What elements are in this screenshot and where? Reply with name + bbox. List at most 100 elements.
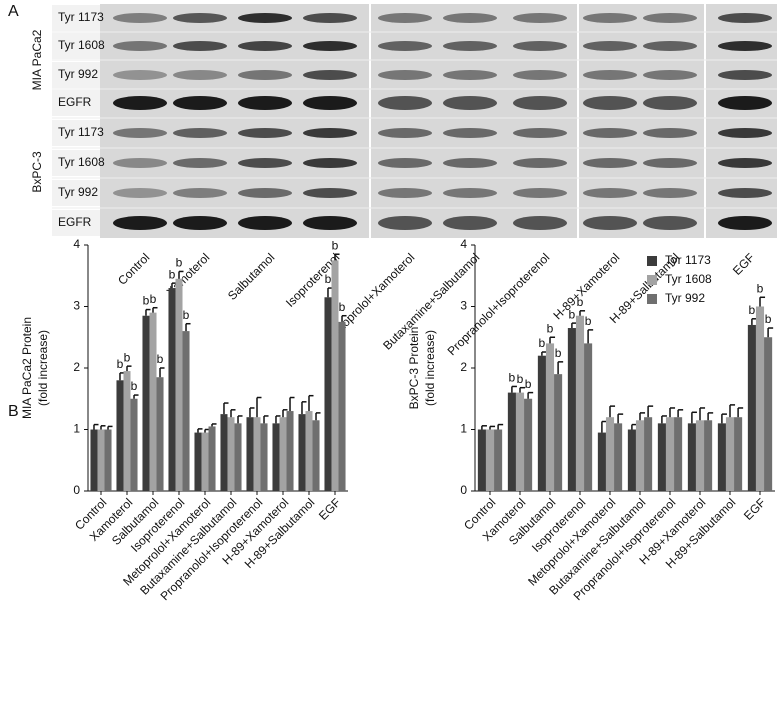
blot-band	[443, 96, 497, 110]
row-label: Tyr 992	[58, 185, 98, 199]
blot-band	[443, 216, 497, 230]
bar	[227, 417, 235, 491]
bar	[674, 417, 683, 491]
blot-band	[238, 128, 292, 138]
bar	[168, 288, 176, 491]
bar	[246, 417, 254, 491]
bar	[286, 411, 294, 491]
y-tick-label: 0	[460, 483, 467, 497]
blot-band	[378, 41, 432, 51]
significance-label: b	[157, 352, 164, 366]
blot-band	[718, 70, 772, 80]
bar	[253, 417, 261, 491]
significance-label: b	[183, 308, 190, 322]
blot-band	[173, 128, 227, 138]
blot-band	[718, 41, 772, 51]
bar	[208, 426, 216, 491]
bar	[755, 306, 765, 491]
bar	[116, 380, 124, 491]
blot-band	[443, 128, 497, 138]
bar	[194, 432, 202, 491]
significance-label: b	[569, 307, 576, 321]
row-label-box	[52, 90, 100, 116]
blot-band	[718, 158, 772, 168]
row-label: EGFR	[58, 95, 92, 109]
blot-band	[643, 188, 697, 198]
cell-line-label: BxPC-3	[30, 151, 44, 193]
bar	[725, 417, 735, 491]
row-label-box	[52, 62, 100, 88]
bar	[477, 429, 486, 491]
blot-band	[238, 41, 292, 51]
bar	[201, 432, 209, 491]
bar	[747, 324, 756, 491]
bar	[597, 432, 606, 491]
blot-band	[378, 188, 432, 198]
bar	[717, 423, 726, 491]
bar	[338, 321, 346, 491]
y-tick-label: 0	[73, 483, 80, 497]
bar	[312, 420, 320, 491]
bar	[123, 371, 131, 491]
bar	[175, 278, 183, 491]
blot-band	[513, 188, 567, 198]
legend-swatch	[647, 294, 657, 304]
blot-band	[643, 96, 697, 110]
y-tick-label: 2	[73, 360, 80, 374]
blot-band	[303, 41, 357, 51]
bar	[554, 374, 563, 491]
bar	[567, 328, 576, 491]
blot-band	[173, 96, 227, 110]
blot-background	[100, 4, 777, 238]
blot-band	[718, 128, 772, 138]
significance-label: b	[749, 303, 756, 317]
row-label: EGFR	[58, 215, 92, 229]
significance-label: b	[585, 314, 592, 328]
significance-label: b	[143, 294, 150, 308]
blot-band	[113, 128, 167, 138]
blot-band	[513, 96, 567, 110]
blot-band	[718, 13, 772, 23]
blot-band	[513, 41, 567, 51]
bar	[695, 420, 705, 491]
blot-band	[513, 70, 567, 80]
blot-band	[443, 158, 497, 168]
bar	[635, 420, 645, 491]
blot-band	[113, 13, 167, 23]
blot-band	[443, 188, 497, 198]
bar	[90, 429, 98, 491]
row-label: Tyr 992	[58, 67, 98, 81]
blot-band	[513, 13, 567, 23]
blot-band	[303, 70, 357, 80]
blot-band	[583, 216, 637, 230]
blot-band	[378, 158, 432, 168]
bar	[704, 420, 713, 491]
bar	[614, 423, 623, 491]
bar	[575, 315, 585, 491]
row-label: Tyr 1608	[58, 38, 105, 52]
blot-band	[378, 96, 432, 110]
y-axis-label: (fold increase)	[423, 330, 437, 406]
y-tick-label: 3	[460, 299, 467, 313]
blot-band	[303, 13, 357, 23]
blot-band	[643, 41, 697, 51]
blot-band	[583, 13, 637, 23]
significance-label: b	[765, 312, 772, 326]
significance-label: b	[555, 346, 562, 360]
y-tick-label: 3	[73, 299, 80, 313]
bar	[130, 398, 138, 491]
significance-label: b	[332, 238, 339, 252]
blot-band	[718, 96, 772, 110]
significance-label: b	[547, 321, 554, 335]
blot-band	[513, 128, 567, 138]
blot-band	[303, 216, 357, 230]
bar	[149, 312, 157, 491]
row-label-box	[52, 180, 100, 206]
y-axis-label: (fold increase)	[36, 330, 50, 406]
bar	[324, 297, 332, 491]
y-tick-label: 2	[460, 360, 467, 374]
blot-band	[173, 41, 227, 51]
significance-label: b	[325, 272, 332, 286]
significance-label: b	[169, 267, 176, 281]
